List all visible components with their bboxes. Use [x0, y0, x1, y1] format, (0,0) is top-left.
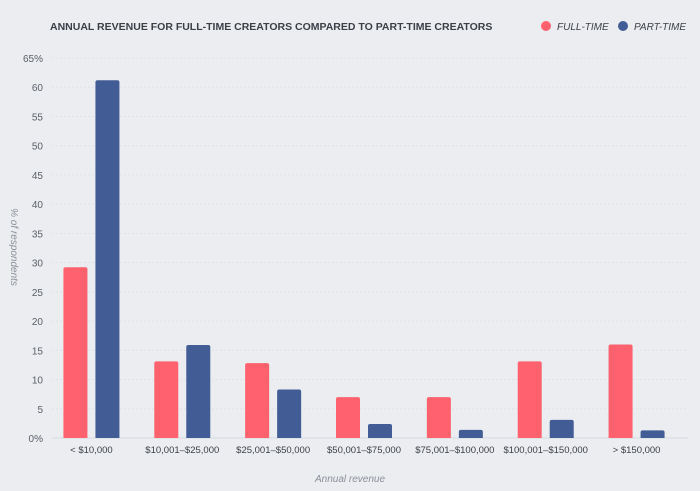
y-tick-label: 25: [32, 288, 44, 299]
bar-full-time: [608, 344, 633, 438]
bar-full-time: [154, 361, 179, 438]
y-tick-label: 65%: [23, 54, 43, 65]
x-tick-label: $10,001–$25,000: [145, 445, 219, 456]
y-axis-label: % of respondents: [8, 208, 19, 286]
y-tick-label: 40: [32, 200, 44, 211]
x-tick-label: $25,001–$50,000: [236, 445, 310, 456]
legend-label: FULL-TIME: [557, 22, 609, 33]
x-tick-label: < $10,000: [70, 445, 113, 456]
bar-full-time: [517, 361, 542, 438]
x-axis-ticks: < $10,000 $10,001–$25,000 $25,001–$50,000 $…: [70, 445, 660, 456]
bar-full-time: [336, 397, 360, 438]
legend-marker: [618, 21, 628, 31]
y-tick-label: 10: [32, 376, 44, 387]
y-tick-label: 50: [32, 142, 44, 153]
y-tick-label: 45: [32, 171, 44, 182]
y-tick-label: 35: [32, 229, 44, 240]
bar-part-time: [277, 389, 302, 438]
bar-part-time: [549, 419, 574, 438]
x-tick-label: $100,001–$150,000: [503, 445, 588, 456]
bar-full-time: [63, 267, 88, 438]
y-tick-label: 15: [32, 346, 44, 357]
bars: [63, 80, 665, 438]
bar-part-time: [95, 80, 120, 438]
legend-marker: [541, 21, 551, 31]
y-tick-label: 20: [32, 317, 44, 328]
y-tick-label: 55: [32, 112, 44, 123]
legend: FULL-TIME PART-TIME: [541, 21, 686, 33]
bar-part-time: [458, 429, 483, 438]
x-axis-label: Annual revenue: [314, 474, 385, 485]
bar-full-time: [245, 363, 270, 438]
y-axis-ticks: 0% 5 10 15 20 25 30 35 40 45 50 55 60 65%: [23, 54, 43, 445]
y-tick-label: 0%: [29, 434, 44, 445]
y-tick-label: 30: [32, 259, 44, 270]
bar-part-time: [640, 430, 665, 438]
bar-part-time: [368, 423, 392, 438]
bar-full-time: [426, 397, 451, 438]
bar-part-time: [186, 345, 211, 438]
y-tick-label: 5: [37, 405, 43, 416]
chart-title: ANNUAL REVENUE FOR FULL-TIME CREATORS CO…: [50, 21, 492, 33]
y-tick-label: 60: [32, 83, 44, 94]
x-tick-label: $75,001–$100,000: [415, 445, 494, 456]
x-tick-label: > $150,000: [613, 445, 661, 456]
gridlines: [52, 57, 688, 439]
x-tick-label: $50,001–$75,000: [327, 445, 401, 456]
legend-label: PART-TIME: [634, 22, 686, 33]
